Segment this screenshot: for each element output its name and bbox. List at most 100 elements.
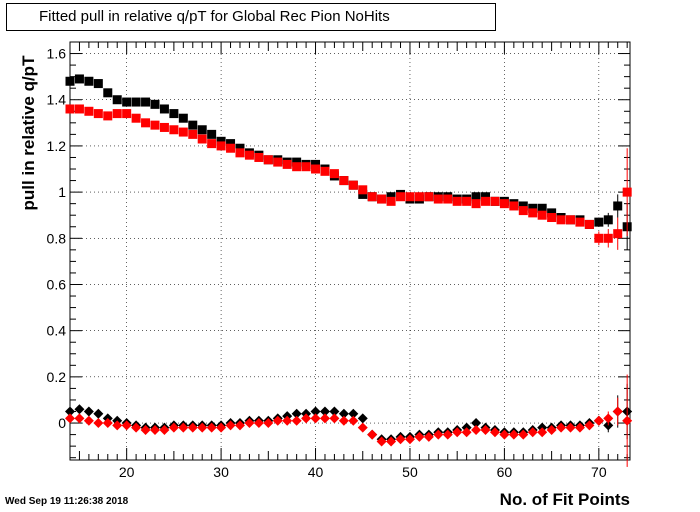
data-point-square — [329, 169, 339, 179]
data-point-diamond — [83, 406, 94, 417]
data-point-square — [462, 196, 472, 206]
data-point-square — [518, 201, 528, 211]
data-point-square — [358, 185, 368, 195]
data-point-diamond — [537, 427, 548, 438]
data-point-square — [93, 109, 103, 119]
data-point-square — [159, 104, 169, 114]
data-point-diamond — [282, 415, 293, 426]
data-point-square — [443, 194, 453, 204]
data-point-square — [490, 196, 500, 206]
data-point-square — [292, 162, 302, 172]
data-point-diamond — [329, 406, 340, 417]
data-point-diamond — [197, 422, 208, 433]
data-point-diamond — [622, 415, 633, 426]
data-point-square — [188, 120, 198, 130]
data-point-square — [518, 206, 528, 216]
data-point-square — [273, 157, 283, 167]
data-point-diamond — [291, 415, 302, 426]
data-point-square — [235, 143, 245, 153]
data-point-diamond — [546, 424, 557, 435]
data-point-square — [112, 95, 122, 105]
x-tick-label: 70 — [591, 464, 607, 480]
data-point-diamond — [499, 429, 510, 440]
data-point-diamond — [253, 418, 264, 429]
data-point-square — [509, 201, 519, 211]
data-point-square — [169, 125, 179, 135]
data-point-square — [424, 192, 434, 202]
data-point-diamond — [83, 415, 94, 426]
data-point-diamond — [414, 431, 425, 442]
data-point-diamond — [121, 420, 132, 431]
data-point-square — [74, 104, 84, 114]
data-point-square — [197, 134, 207, 144]
data-point-square — [150, 120, 160, 130]
y-tick-label: 1.2 — [47, 138, 67, 154]
data-point-square — [244, 150, 254, 160]
data-point-diamond — [319, 406, 330, 417]
data-point-square — [613, 229, 623, 239]
data-point-square — [594, 217, 604, 227]
data-point-diamond — [74, 413, 85, 424]
data-point-square — [320, 166, 330, 176]
data-point-diamond — [112, 420, 123, 431]
data-point-square — [65, 76, 75, 86]
data-point-square — [84, 106, 94, 116]
data-point-square — [103, 88, 113, 98]
data-point-square — [575, 217, 585, 227]
data-point-square — [65, 104, 75, 114]
data-point-diamond — [452, 427, 463, 438]
data-point-square — [178, 127, 188, 137]
data-point-diamond — [348, 415, 359, 426]
data-point-square — [197, 125, 207, 135]
data-point-square — [348, 180, 358, 190]
data-point-square — [226, 143, 236, 153]
data-point-diamond — [489, 427, 500, 438]
data-point-diamond — [187, 422, 198, 433]
x-tick-label: 30 — [213, 464, 229, 480]
data-point-diamond — [565, 422, 576, 433]
data-point-square — [93, 79, 103, 89]
data-point-square — [122, 109, 132, 119]
data-point-diamond — [433, 429, 444, 440]
data-point-diamond — [178, 422, 189, 433]
data-point-square — [282, 159, 292, 169]
data-point-square — [386, 196, 396, 206]
data-point-diamond — [93, 408, 104, 419]
data-point-square — [301, 162, 311, 172]
chart-title: Fitted pull in relative q/pT for Global … — [6, 3, 496, 31]
data-point-square — [528, 203, 538, 213]
y-tick-label: 1 — [58, 184, 66, 200]
data-point-diamond — [65, 413, 75, 424]
data-point-square — [131, 113, 141, 123]
data-point-square — [226, 139, 236, 149]
data-point-square — [254, 152, 264, 162]
data-point-square — [414, 192, 424, 202]
data-point-square — [141, 97, 151, 107]
data-point-square — [547, 213, 557, 223]
data-point-square — [396, 192, 406, 202]
data-point-square — [481, 196, 491, 206]
y-tick-label: 0 — [58, 415, 66, 431]
data-point-diamond — [471, 418, 482, 429]
data-point-diamond — [244, 418, 255, 429]
data-point-square — [367, 192, 377, 202]
data-point-square — [547, 208, 557, 218]
x-tick-label: 60 — [497, 464, 513, 480]
data-point-square — [169, 109, 179, 119]
data-point-diamond — [386, 436, 397, 447]
data-point-diamond — [310, 406, 321, 417]
data-point-diamond — [65, 406, 75, 417]
data-point-diamond — [574, 422, 585, 433]
data-point-square — [207, 129, 217, 139]
data-point-diamond — [102, 418, 113, 429]
data-point-diamond — [338, 408, 349, 419]
data-point-diamond — [234, 420, 245, 431]
data-point-square — [556, 215, 566, 225]
data-point-diamond — [357, 413, 368, 424]
x-tick-label: 20 — [119, 464, 135, 480]
data-point-square — [74, 74, 84, 84]
data-point-square — [566, 215, 576, 225]
data-point-diamond — [556, 422, 567, 433]
data-point-diamond — [206, 422, 217, 433]
data-point-square — [471, 192, 481, 202]
